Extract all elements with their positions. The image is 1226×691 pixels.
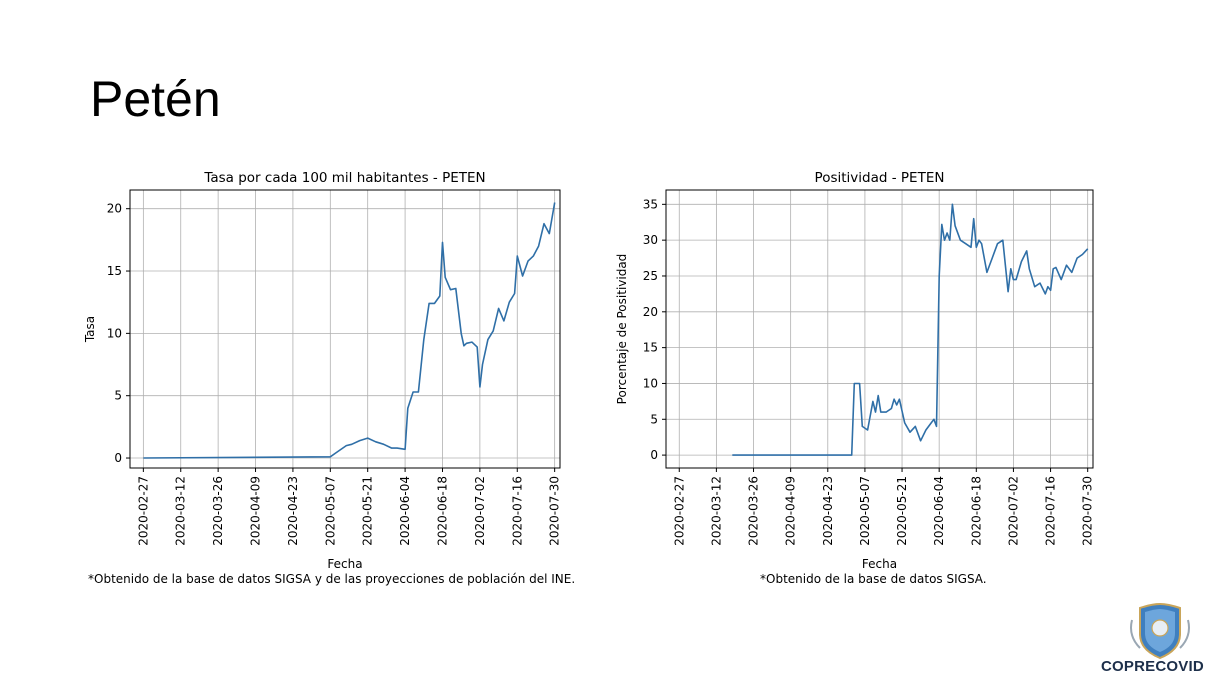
x-tick-label: 2020-07-02 xyxy=(1006,476,1020,546)
y-axis-label: Porcentaje de Positividad xyxy=(615,254,629,405)
x-tick-label: 2020-05-21 xyxy=(895,476,909,546)
x-axis-label: Fecha xyxy=(862,557,897,571)
footnote-positividad: *Obtenido de la base de datos SIGSA. xyxy=(760,572,987,586)
x-tick-label: 2020-03-26 xyxy=(211,476,225,546)
y-tick-label: 35 xyxy=(643,197,658,211)
x-tick-label: 2020-04-09 xyxy=(784,476,798,546)
x-tick-label: 2020-05-07 xyxy=(858,476,872,546)
chart-title: Positividad - PETEN xyxy=(815,170,945,186)
data-line xyxy=(143,202,556,459)
y-tick-label: 15 xyxy=(643,341,658,355)
x-tick-label: 2020-05-21 xyxy=(361,476,375,546)
x-tick-label: 2020-06-04 xyxy=(932,476,946,546)
y-tick-label: 20 xyxy=(643,305,658,319)
y-tick-label: 5 xyxy=(114,389,122,403)
y-tick-label: 5 xyxy=(650,412,658,426)
x-tick-label: 2020-04-23 xyxy=(821,476,835,546)
x-tick-label: 2020-07-02 xyxy=(473,476,487,546)
x-tick-label: 2020-03-26 xyxy=(747,476,761,546)
y-tick-label: 15 xyxy=(107,264,122,278)
x-tick-label: 2020-07-16 xyxy=(510,476,524,546)
y-tick-label: 10 xyxy=(107,326,122,340)
y-tick-label: 0 xyxy=(650,448,658,462)
chart-title: Tasa por cada 100 mil habitantes - PETEN xyxy=(203,170,485,186)
x-tick-label: 2020-07-30 xyxy=(1081,476,1095,546)
x-tick-label: 2020-02-27 xyxy=(672,476,686,546)
y-tick-label: 25 xyxy=(643,269,658,283)
x-tick-label: 2020-07-30 xyxy=(548,476,562,546)
x-tick-label: 2020-05-07 xyxy=(323,476,337,546)
plot-frame xyxy=(129,189,561,469)
logo-text: COPRECOVID xyxy=(1101,658,1204,675)
x-tick-label: 2020-06-18 xyxy=(969,476,983,546)
y-tick-label: 30 xyxy=(643,233,658,247)
x-tick-label: 2020-07-16 xyxy=(1044,476,1058,546)
x-tick-label: 2020-03-12 xyxy=(174,476,188,546)
y-tick-label: 0 xyxy=(114,451,122,465)
y-axis-label: Tasa xyxy=(83,316,97,343)
x-axis-label: Fecha xyxy=(327,557,362,571)
x-tick-label: 2020-04-09 xyxy=(249,476,263,546)
y-tick-label: 20 xyxy=(107,202,122,216)
x-tick-label: 2020-06-18 xyxy=(435,476,449,546)
plot-frame xyxy=(665,189,1094,469)
x-tick-label: 2020-06-04 xyxy=(398,476,412,546)
footnote-tasa: *Obtenido de la base de datos SIGSA y de… xyxy=(88,572,576,586)
x-tick-label: 2020-04-23 xyxy=(286,476,300,546)
x-tick-label: 2020-03-12 xyxy=(709,476,723,546)
data-line xyxy=(732,203,1089,456)
x-tick-label: 2020-02-27 xyxy=(136,476,150,546)
y-tick-label: 10 xyxy=(643,376,658,390)
slide-title: Petén xyxy=(90,71,221,127)
shield-emblem-icon xyxy=(1130,602,1190,660)
